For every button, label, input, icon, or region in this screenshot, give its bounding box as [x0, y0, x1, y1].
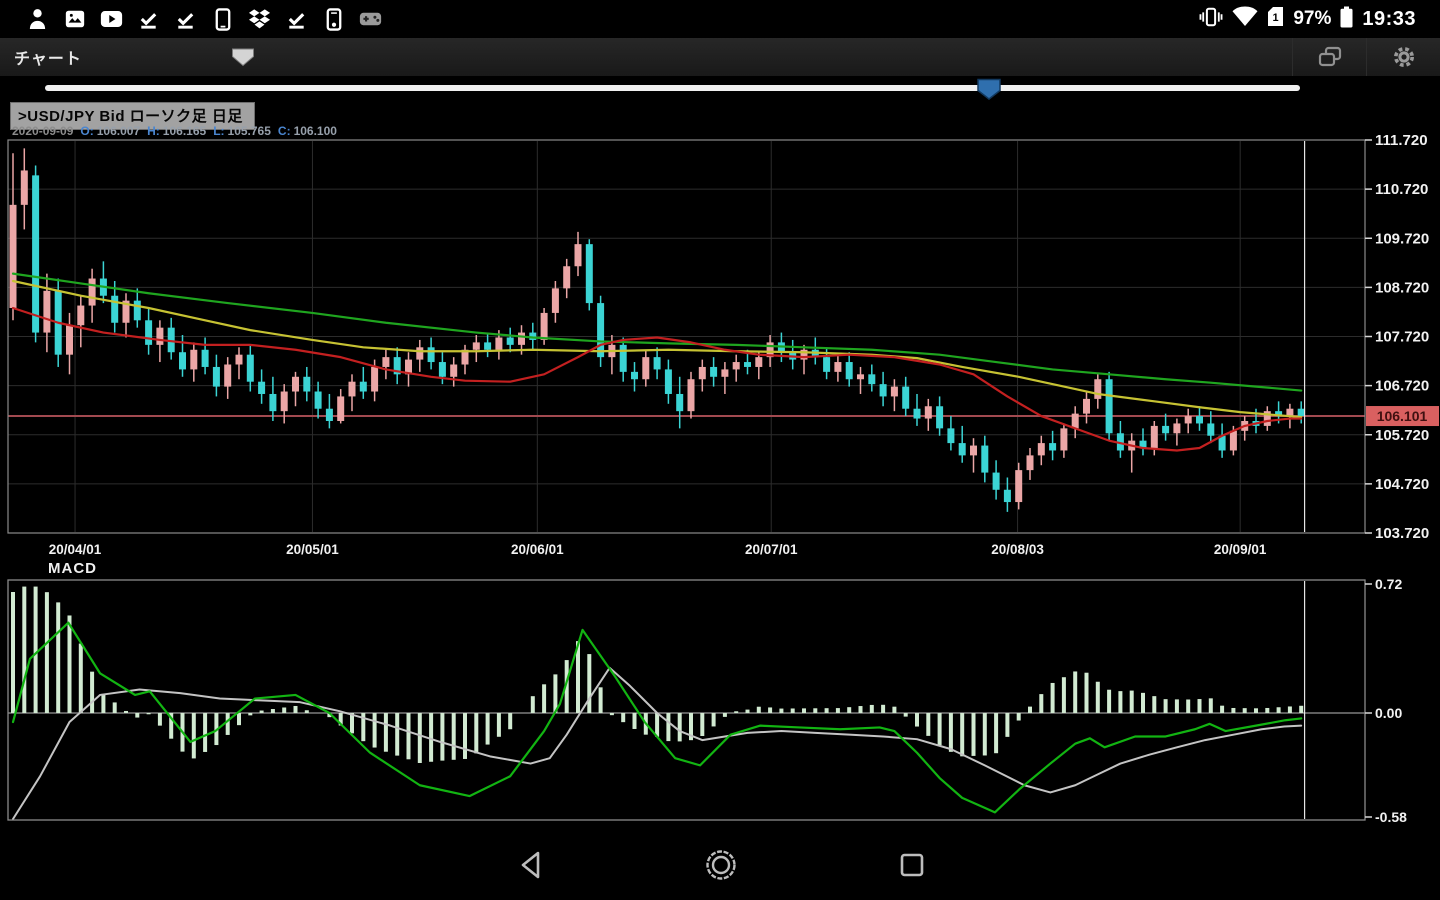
svg-text:106.720: 106.720	[1375, 378, 1429, 395]
close-label: C:	[278, 124, 291, 138]
high-value: 106.165	[163, 124, 206, 138]
navigation-bar	[0, 828, 1440, 900]
svg-text:20/07/01: 20/07/01	[745, 542, 798, 557]
low-value: 105.765	[228, 124, 271, 138]
back-icon	[516, 849, 546, 881]
svg-text:20/06/01: 20/06/01	[511, 542, 564, 557]
back-button[interactable]	[504, 838, 558, 892]
open-label: O:	[80, 124, 93, 138]
svg-text:0.00: 0.00	[1375, 705, 1402, 721]
svg-text:103.720: 103.720	[1375, 525, 1429, 542]
svg-text:20/08/03: 20/08/03	[991, 542, 1044, 557]
home-icon	[704, 848, 738, 882]
svg-text:105.720: 105.720	[1375, 427, 1429, 444]
svg-text:20/09/01: 20/09/01	[1214, 542, 1267, 557]
ohlc-date: 2020-09-09	[12, 124, 73, 138]
instrument-label: >USD/JPY Bid ローソク足 日足	[18, 108, 243, 125]
recents-button[interactable]	[885, 838, 939, 892]
svg-text:20/04/01: 20/04/01	[49, 542, 102, 557]
svg-text:109.720: 109.720	[1375, 230, 1429, 247]
recents-icon	[897, 850, 927, 880]
open-value: 106.007	[97, 124, 140, 138]
macd-panel-label: MACD	[48, 560, 97, 577]
ohlc-readout: 2020-09-09 O: 106.007 H: 106.165 L: 105.…	[12, 124, 337, 138]
svg-text:20/05/01: 20/05/01	[286, 542, 339, 557]
svg-text:108.720: 108.720	[1375, 279, 1429, 296]
svg-text:0.72: 0.72	[1375, 576, 1402, 592]
svg-text:106.101: 106.101	[1377, 408, 1428, 424]
low-label: L:	[213, 124, 224, 138]
screen: 1 97% 19:33 チャート 111.720110.720109.72010…	[0, 0, 1440, 900]
svg-text:107.720: 107.720	[1375, 329, 1429, 346]
svg-text:-0.58: -0.58	[1375, 809, 1407, 825]
svg-text:104.720: 104.720	[1375, 476, 1429, 493]
home-button[interactable]	[694, 838, 748, 892]
high-label: H:	[147, 124, 160, 138]
svg-text:110.720: 110.720	[1375, 181, 1428, 198]
svg-text:111.720: 111.720	[1375, 132, 1428, 149]
close-value: 106.100	[294, 124, 337, 138]
